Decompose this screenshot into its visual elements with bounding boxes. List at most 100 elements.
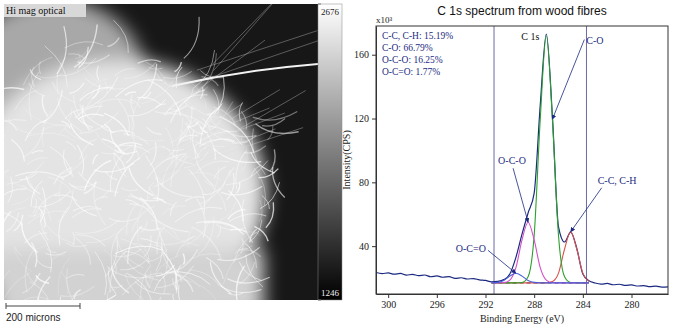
fibre [154,236,194,244]
x-axis-line [377,294,669,295]
image-title-bg [4,4,86,17]
fibre [11,139,24,161]
fibre [189,172,221,179]
fibre [147,249,167,261]
fibre [124,257,161,281]
fibre [120,259,148,270]
quantification-line: O-C-O: 16.25% [382,55,443,65]
fibre [29,83,46,96]
fibre [47,248,57,252]
fibre [87,90,95,99]
fibre [114,152,127,177]
fibre [36,275,49,283]
fibre [135,296,141,300]
fibre [56,58,96,76]
y-tick-mark [372,182,376,183]
fibre [31,151,43,154]
fibre [50,147,73,177]
fibre [15,90,37,109]
x-tick-label: 280 [625,299,640,310]
fibre [234,231,259,262]
fibre [26,133,76,141]
fibre [155,177,192,197]
fibre-glow [4,59,266,300]
quantification-line: C-O: 66.79% [382,43,433,53]
fibre [105,236,117,276]
fibre [165,102,178,116]
fibre [138,60,161,64]
fibre [148,182,154,198]
fibre [67,275,85,279]
fibre [125,251,150,264]
fibre [65,42,104,48]
fibre [226,161,268,185]
x-tick-mark [583,294,584,298]
fibre [185,197,205,202]
fibre [217,247,259,260]
fibre [36,259,51,268]
fibre [67,269,80,300]
fibre [163,252,177,290]
y-tick-label: 160 [354,49,369,60]
fibre [254,226,268,241]
fibre [175,207,222,222]
fibre [23,57,52,85]
bright-fibre [172,64,318,86]
fibre [90,103,101,119]
fibre [80,139,97,160]
x-tick-label: 284 [576,299,591,310]
fibre [125,273,155,300]
fibre [4,120,17,131]
y-axis: 4080120160 [354,27,377,295]
fibre [36,276,50,300]
quantification-line: C-C, C-H: 15.19% [382,31,453,41]
fibre [59,108,72,134]
x-tick-mark [437,294,438,298]
y-tick-label: 40 [359,241,369,252]
fibre [25,109,67,125]
fibre [74,290,81,299]
fibre [132,101,139,150]
fibre [258,169,278,178]
fibre [149,187,174,206]
y-tick: 40 [359,241,376,252]
x-tick: 284 [576,294,591,310]
fibre [95,252,107,295]
x-tick-label: 300 [381,299,396,310]
fibre [82,77,118,109]
fibre [57,26,67,74]
fibre [65,128,91,142]
optical-image [4,4,318,300]
fibre [147,127,162,134]
fibres [4,4,318,300]
fibre [4,136,6,146]
fibre [75,50,87,59]
fibre [254,168,265,206]
fibre [227,277,269,283]
y-tick: 160 [354,49,376,60]
component-line [492,222,589,283]
x-tick-label: 296 [430,299,445,310]
fibre [34,193,60,218]
fibre [198,216,214,254]
component-line [492,273,589,283]
plot-marks [376,26,668,294]
fibre [239,262,261,281]
fibre [101,146,132,154]
fibre [206,257,223,278]
fibre [94,180,105,225]
fibre [228,190,243,221]
fibre [109,218,138,221]
y-tick-mark [372,246,376,247]
fibre [93,154,98,164]
y-tick-label: 120 [354,113,369,124]
y-multiplier: x10³ [376,15,393,25]
fibre [126,273,151,300]
page-root: Hi mag optical26761246200 micronsC 1s sp… [0,0,675,330]
stray-fibre [177,40,265,105]
fibre [4,161,5,163]
spectrum-line [376,34,668,287]
fibre [210,261,231,293]
plot-frame [376,26,668,294]
fibre [174,62,181,72]
